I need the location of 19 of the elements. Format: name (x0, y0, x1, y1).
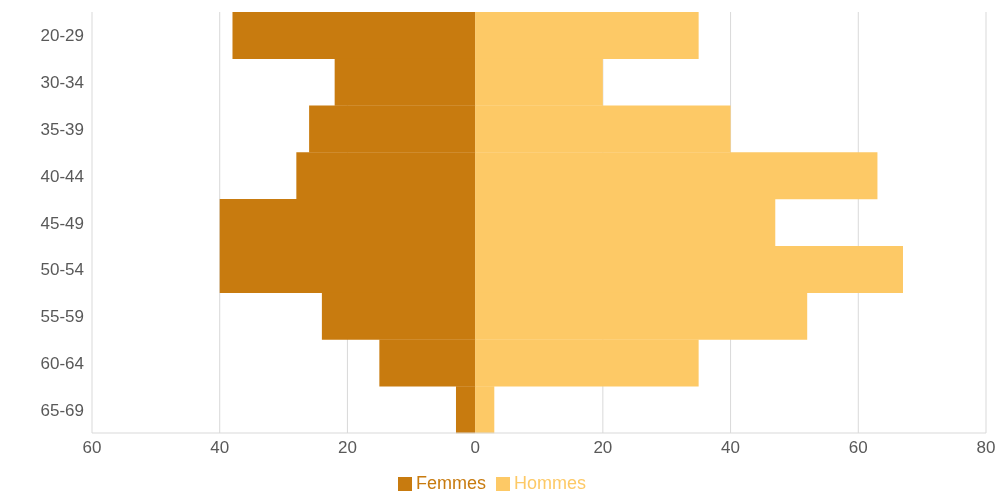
legend-label: Hommes (514, 473, 587, 493)
y-tick-label: 60-64 (40, 353, 84, 373)
x-tick-label: 60 (848, 438, 868, 458)
x-tick-label: 60 (82, 438, 102, 458)
y-tick-label: 45-49 (40, 213, 84, 233)
x-tick-label: 80 (976, 438, 996, 458)
x-tick-label: 20 (337, 438, 357, 458)
y-tick-label: 40-44 (40, 166, 84, 186)
x-tick-label: 0 (470, 438, 480, 458)
y-tick-label: 35-39 (40, 119, 84, 139)
y-tick-label: 65-69 (40, 400, 84, 420)
y-tick-label: 30-34 (40, 73, 84, 93)
y-tick-label: 50-54 (40, 260, 84, 280)
y-tick-label: 55-59 (40, 307, 84, 327)
x-tick-label: 40 (210, 438, 230, 458)
y-tick-label: 20-29 (40, 26, 84, 46)
x-tick-label: 40 (721, 438, 741, 458)
x-tick-label: 20 (593, 438, 613, 458)
legend-label: Femmes (415, 473, 486, 493)
